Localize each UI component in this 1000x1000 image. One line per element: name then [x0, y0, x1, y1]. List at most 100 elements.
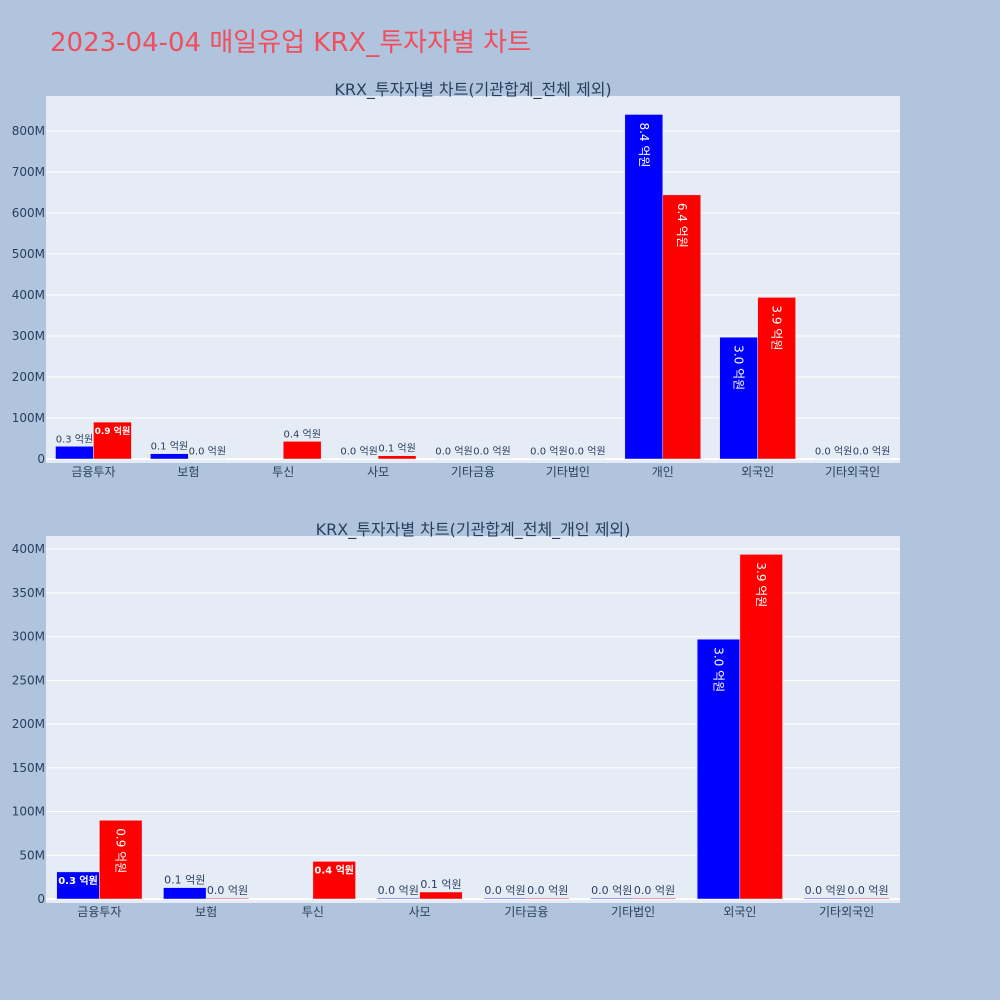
y-tick-label: 800M	[12, 124, 45, 138]
data-label: 0.4 억원	[283, 428, 320, 440]
bar	[846, 897, 890, 900]
data-label: 6.4 억원	[675, 203, 689, 248]
data-label: 8.4 억원	[637, 122, 651, 167]
data-label: 0.0 억원	[847, 884, 888, 897]
bar	[312, 861, 356, 900]
bar	[739, 554, 783, 900]
bar	[483, 897, 527, 900]
data-label: 0.0 억원	[591, 884, 632, 897]
bar	[376, 897, 420, 900]
data-label: 0.1 억원	[378, 443, 415, 455]
bar	[55, 446, 94, 460]
chart-2-bars: 0.3 억원0.9 억원0.1 억원0.0 억원0.4 억원0.0 억원 0.1 …	[56, 554, 890, 900]
bar	[377, 455, 417, 460]
data-label: 0.0 억원	[340, 446, 377, 458]
y-tick-label: 150M	[12, 761, 45, 775]
x-tick-label: 보험	[195, 905, 217, 919]
chart-1-y-axis: 0 100M 200M 300M 400M 500M 600M 700M 800M	[12, 124, 45, 466]
x-tick-label: 기타금융	[504, 905, 548, 919]
x-tick-label: 기타외국인	[825, 465, 880, 479]
data-label: 0.3 억원	[58, 874, 98, 887]
data-label: 0.0 억원	[484, 884, 525, 897]
x-tick-label: 기타금융	[451, 465, 495, 479]
data-label: 0.0 억원	[207, 884, 248, 897]
data-label: 0.4 억원	[314, 863, 354, 876]
x-tick-label: 기타법인	[611, 905, 655, 919]
x-tick-label: 금융투자	[71, 465, 115, 479]
bar	[632, 897, 677, 900]
bar	[803, 897, 847, 900]
x-tick-label: 개인	[652, 465, 674, 479]
y-tick-label: 100M	[12, 805, 45, 819]
y-tick-label: 300M	[12, 329, 45, 343]
data-label: 3.0 억원	[732, 345, 746, 390]
bar	[150, 453, 189, 460]
y-tick-label: 250M	[12, 673, 45, 687]
bar	[526, 897, 570, 900]
y-tick-label: 300M	[12, 630, 45, 644]
data-label: 0.0 억원	[189, 446, 226, 458]
bar	[93, 421, 132, 460]
bar	[662, 194, 701, 460]
y-tick-label: 600M	[12, 206, 45, 220]
y-tick-label: 350M	[12, 586, 45, 600]
y-tick-label: 500M	[12, 247, 45, 261]
page-title: 2023-04-04 매일유업 KRX_투자자별 차트	[50, 28, 532, 58]
chart-1-title: KRX_투자자별 차트(기관합계_전체 제외)	[334, 80, 611, 100]
y-tick-label: 200M	[12, 717, 45, 731]
bar	[719, 336, 758, 460]
data-label: 0.0 억원	[378, 884, 419, 897]
data-label: 3.9 억원	[770, 305, 784, 350]
data-label: 0.3 억원	[56, 433, 93, 445]
bar	[99, 820, 143, 900]
x-tick-label: 사모	[367, 465, 389, 479]
bar	[282, 441, 322, 460]
chart-1-x-axis: 금융투자 보험 투신 사모 기타금융 기타법인 개인 외국인 기타외국인	[71, 465, 880, 479]
data-label: 0.0 억원	[530, 446, 567, 458]
chart-2-x-axis: 금융투자 보험 투신 사모 기타금융 기타법인 외국인 기타외국인	[77, 905, 874, 919]
x-tick-label: 기타법인	[546, 465, 590, 479]
x-tick-label: 사모	[409, 905, 431, 919]
data-label: 0.0 억원	[435, 446, 472, 458]
data-label: 0.0 억원	[527, 884, 568, 897]
data-label: 0.0 억원	[568, 446, 605, 458]
bar	[590, 897, 634, 900]
bar	[163, 887, 207, 900]
bar	[419, 891, 463, 900]
y-tick-label: 200M	[12, 370, 45, 384]
bar	[205, 897, 250, 900]
x-tick-label: 보험	[177, 465, 199, 479]
data-label: 0.0 억원	[853, 446, 890, 458]
data-label: 0.0 억원	[473, 446, 510, 458]
chart-2-y-axis: 0 50M 100M 150M 200M 250M 300M 350M 400M	[12, 542, 45, 906]
y-tick-label: 0	[37, 892, 45, 906]
chart-2: 0.3 억원0.9 억원0.1 억원0.0 억원0.4 억원0.0 억원 0.1 …	[12, 520, 900, 919]
y-tick-label: 0	[37, 452, 45, 466]
data-label: 0.9 억원	[114, 828, 128, 873]
x-tick-label: 외국인	[741, 465, 774, 479]
chart-1-bars: 0.3 억원0.9 억원0.1 억원 0.0 억원0.4 억원0.0 억원 0.1 …	[55, 114, 891, 460]
data-label: 3.0 억원	[712, 647, 726, 692]
x-tick-label: 외국인	[723, 905, 756, 919]
data-label: 0.0 억원	[805, 884, 846, 897]
x-tick-label: 투신	[272, 465, 294, 479]
data-label: 0.1 억원	[420, 878, 461, 891]
bar	[624, 114, 664, 460]
y-tick-label: 100M	[12, 411, 45, 425]
data-label: 0.0 억원	[815, 446, 852, 458]
x-tick-label: 기타외국인	[819, 905, 874, 919]
y-tick-label: 50M	[19, 848, 45, 862]
y-tick-label: 400M	[12, 288, 45, 302]
chart-1: 0.3 억원0.9 억원0.1 억원 0.0 억원0.4 억원0.0 억원 0.1 …	[12, 80, 900, 479]
data-label: 0.0 억원	[634, 884, 675, 897]
data-label: 0.9 억원	[95, 425, 131, 437]
y-tick-label: 700M	[12, 165, 45, 179]
chart-2-title: KRX_투자자별 차트(기관합계_전체_개인 제외)	[316, 520, 631, 540]
x-tick-label: 투신	[302, 905, 324, 919]
y-tick-label: 400M	[12, 542, 45, 556]
data-label: 0.1 억원	[151, 441, 188, 453]
data-label: 0.1 억원	[164, 874, 205, 887]
x-tick-label: 금융투자	[77, 905, 121, 919]
bar	[757, 297, 796, 460]
